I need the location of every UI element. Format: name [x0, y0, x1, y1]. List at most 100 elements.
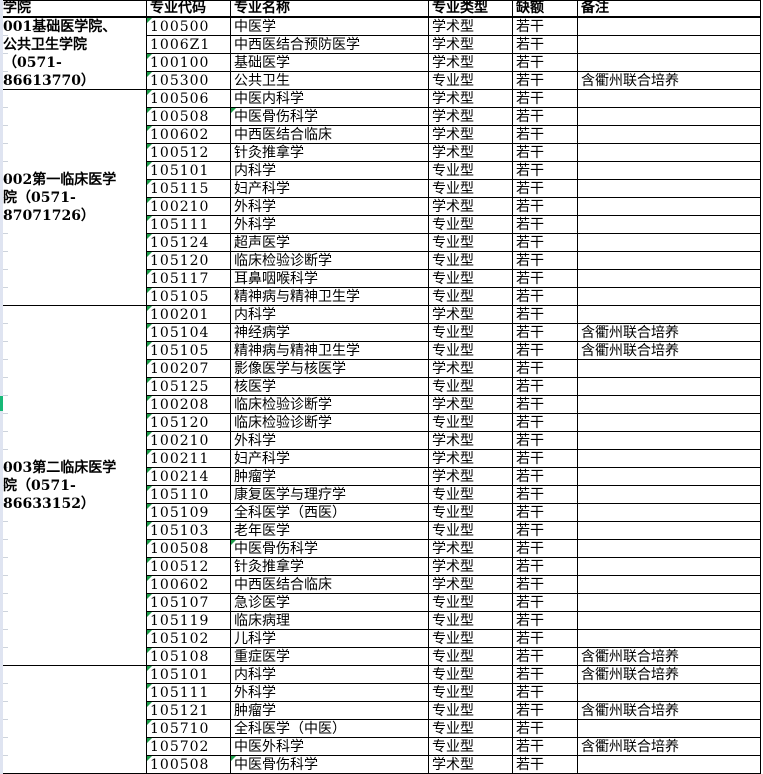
remark-cell[interactable] [577, 234, 761, 251]
major-code-cell[interactable]: 105702 [146, 738, 230, 755]
major-code-cell[interactable]: 105111 [146, 684, 230, 701]
major-type-cell[interactable]: 专业型 [428, 216, 512, 233]
header-major-name[interactable]: 专业名称 [234, 1, 290, 16]
table-row[interactable]: 100512 针灸推拿学 学术型 若干 [146, 558, 761, 576]
major-code-cell[interactable]: 100512 [146, 144, 230, 161]
major-code-cell[interactable]: 100210 [146, 432, 230, 449]
quota-cell[interactable]: 若干 [512, 648, 577, 665]
major-name-cell[interactable]: 全科医学（西医） [230, 504, 428, 521]
major-code-cell[interactable]: 100508 [146, 756, 230, 773]
table-row[interactable]: 105121 肿瘤学 专业型 若干 含衢州联合培养 [146, 702, 761, 720]
remark-cell[interactable] [577, 522, 761, 539]
major-type-cell[interactable]: 学术型 [428, 36, 512, 53]
table-row[interactable]: 105102 儿科学 专业型 若干 [146, 630, 761, 648]
quota-cell[interactable]: 若干 [512, 270, 577, 287]
major-name-cell[interactable]: 临床检验诊断学 [230, 396, 428, 413]
quota-cell[interactable]: 若干 [512, 234, 577, 251]
table-row[interactable]: 105119 临床病理 专业型 若干 [146, 612, 761, 630]
major-name-cell[interactable]: 外科学 [230, 198, 428, 215]
major-code-cell[interactable]: 105115 [146, 180, 230, 197]
major-name-cell[interactable]: 外科学 [230, 684, 428, 701]
major-code-cell[interactable]: 100500 [146, 18, 230, 35]
major-code-cell[interactable]: 100100 [146, 54, 230, 71]
quota-cell[interactable]: 若干 [512, 540, 577, 557]
major-code-cell[interactable]: 105117 [146, 270, 230, 287]
table-row[interactable]: 105110 康复医学与理疗学 专业型 若干 [146, 486, 761, 504]
remark-cell[interactable] [577, 216, 761, 233]
remark-cell[interactable] [577, 414, 761, 431]
major-name-cell[interactable]: 中医骨伤科学 [230, 540, 428, 557]
major-code-cell[interactable]: 105121 [146, 702, 230, 719]
major-name-cell[interactable]: 超声医学 [230, 234, 428, 251]
remark-cell[interactable] [577, 270, 761, 287]
major-type-cell[interactable]: 学术型 [428, 90, 512, 107]
major-name-cell[interactable]: 中西医结合临床 [230, 126, 428, 143]
remark-cell[interactable] [577, 558, 761, 575]
remark-cell[interactable] [577, 306, 761, 323]
remark-cell[interactable]: 含衢州联合培养 [577, 666, 761, 683]
table-row[interactable]: 105702 中医外科学 专业型 若干 含衢州联合培养 [146, 738, 761, 756]
remark-cell[interactable]: 含衢州联合培养 [577, 72, 761, 89]
major-type-cell[interactable]: 专业型 [428, 252, 512, 269]
major-name-cell[interactable]: 儿科学 [230, 630, 428, 647]
quota-cell[interactable]: 若干 [512, 54, 577, 71]
table-row[interactable]: 100506 中医内科学 学术型 若干 [146, 90, 761, 108]
quota-cell[interactable]: 若干 [512, 18, 577, 35]
major-code-cell[interactable]: 105104 [146, 324, 230, 341]
quota-cell[interactable]: 若干 [512, 36, 577, 53]
major-name-cell[interactable]: 核医学 [230, 378, 428, 395]
major-name-cell[interactable]: 重症医学 [230, 648, 428, 665]
table-row[interactable]: 100201 内科学 学术型 若干 [146, 306, 761, 324]
remark-cell[interactable] [577, 90, 761, 107]
major-type-cell[interactable]: 专业型 [428, 324, 512, 341]
major-type-cell[interactable]: 专业型 [428, 378, 512, 395]
quota-cell[interactable]: 若干 [512, 126, 577, 143]
major-type-cell[interactable]: 学术型 [428, 18, 512, 35]
major-code-cell[interactable]: 105101 [146, 162, 230, 179]
major-type-cell[interactable]: 学术型 [428, 756, 512, 773]
college-cell[interactable]: 002第一临床医学 院（0571- 87071726） [0, 90, 146, 306]
table-row[interactable]: 105117 耳鼻咽喉科学 专业型 若干 [146, 270, 761, 288]
major-name-cell[interactable]: 针灸推拿学 [230, 144, 428, 161]
quota-cell[interactable]: 若干 [512, 144, 577, 161]
major-type-cell[interactable]: 专业型 [428, 720, 512, 737]
quota-cell[interactable]: 若干 [512, 216, 577, 233]
major-code-cell[interactable]: 105107 [146, 594, 230, 611]
major-type-cell[interactable]: 专业型 [428, 702, 512, 719]
table-row[interactable]: 105104 神经病学 专业型 若干 含衢州联合培养 [146, 324, 761, 342]
college-cell[interactable]: 003第二临床医学 院（0571- 86633152） [0, 306, 146, 666]
header-remark[interactable]: 备注 [581, 1, 609, 16]
major-name-cell[interactable]: 全科医学（中医） [230, 720, 428, 737]
table-row[interactable]: 100100 基础医学 学术型 若干 [146, 54, 761, 72]
table-row[interactable]: 100214 肿瘤学 学术型 若干 [146, 468, 761, 486]
remark-cell[interactable] [577, 576, 761, 593]
major-code-cell[interactable]: 100201 [146, 306, 230, 323]
major-name-cell[interactable]: 康复医学与理疗学 [230, 486, 428, 503]
major-code-cell[interactable]: 100602 [146, 126, 230, 143]
remark-cell[interactable] [577, 612, 761, 629]
quota-cell[interactable]: 若干 [512, 378, 577, 395]
college-cell[interactable] [0, 666, 146, 774]
remark-cell[interactable] [577, 378, 761, 395]
major-code-cell[interactable]: 105101 [146, 666, 230, 683]
major-type-cell[interactable]: 专业型 [428, 234, 512, 251]
quota-cell[interactable]: 若干 [512, 522, 577, 539]
remark-cell[interactable] [577, 288, 761, 305]
major-type-cell[interactable]: 专业型 [428, 342, 512, 359]
quota-cell[interactable]: 若干 [512, 162, 577, 179]
major-code-cell[interactable]: 105120 [146, 414, 230, 431]
table-row[interactable]: 100211 妇产科学 学术型 若干 [146, 450, 761, 468]
table-row[interactable]: 105105 精神病与精神卫生学 专业型 若干 [146, 288, 761, 306]
major-code-cell[interactable]: 1006Z1 [146, 36, 230, 53]
college-cell[interactable]: 001基础医学院、 公共卫生学院 （0571- 86613770） [0, 18, 146, 90]
remark-cell[interactable] [577, 108, 761, 125]
major-type-cell[interactable]: 学术型 [428, 126, 512, 143]
major-name-cell[interactable]: 急诊医学 [230, 594, 428, 611]
remark-cell[interactable] [577, 450, 761, 467]
major-type-cell[interactable]: 专业型 [428, 180, 512, 197]
major-type-cell[interactable]: 学术型 [428, 450, 512, 467]
major-name-cell[interactable]: 影像医学与核医学 [230, 360, 428, 377]
remark-cell[interactable] [577, 504, 761, 521]
remark-cell[interactable] [577, 594, 761, 611]
major-type-cell[interactable]: 专业型 [428, 288, 512, 305]
